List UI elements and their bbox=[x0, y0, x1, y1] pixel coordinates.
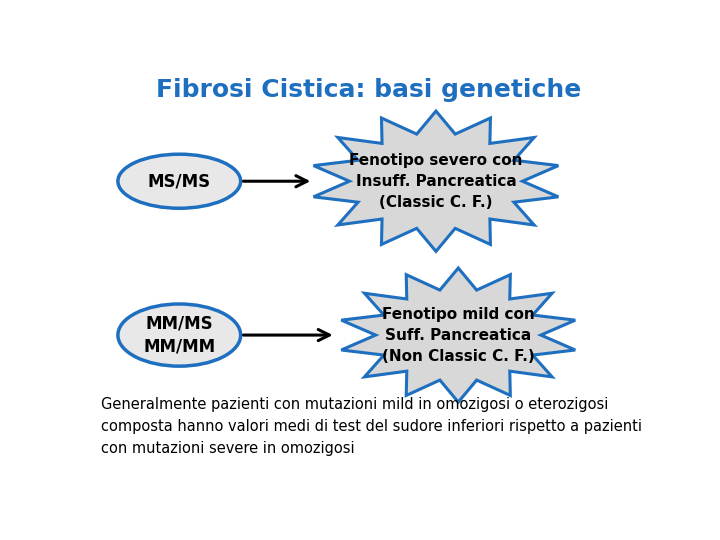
Polygon shape bbox=[341, 268, 575, 402]
Text: Fibrosi Cistica: basi genetiche: Fibrosi Cistica: basi genetiche bbox=[156, 78, 582, 102]
Text: MS/MS: MS/MS bbox=[148, 172, 211, 190]
Ellipse shape bbox=[118, 154, 240, 208]
Text: Generalmente pazienti con mutazioni mild in omozigosi o eterozigosi
composta han: Generalmente pazienti con mutazioni mild… bbox=[101, 397, 642, 456]
Text: MM/MS
MM/MM: MM/MS MM/MM bbox=[143, 314, 215, 356]
Polygon shape bbox=[313, 111, 559, 252]
Text: Fenotipo severo con
Insuff. Pancreatica
(Classic C. F.): Fenotipo severo con Insuff. Pancreatica … bbox=[349, 153, 523, 210]
Ellipse shape bbox=[118, 304, 240, 366]
Text: Fenotipo mild con
Suff. Pancreatica
(Non Classic C. F.): Fenotipo mild con Suff. Pancreatica (Non… bbox=[382, 307, 535, 363]
